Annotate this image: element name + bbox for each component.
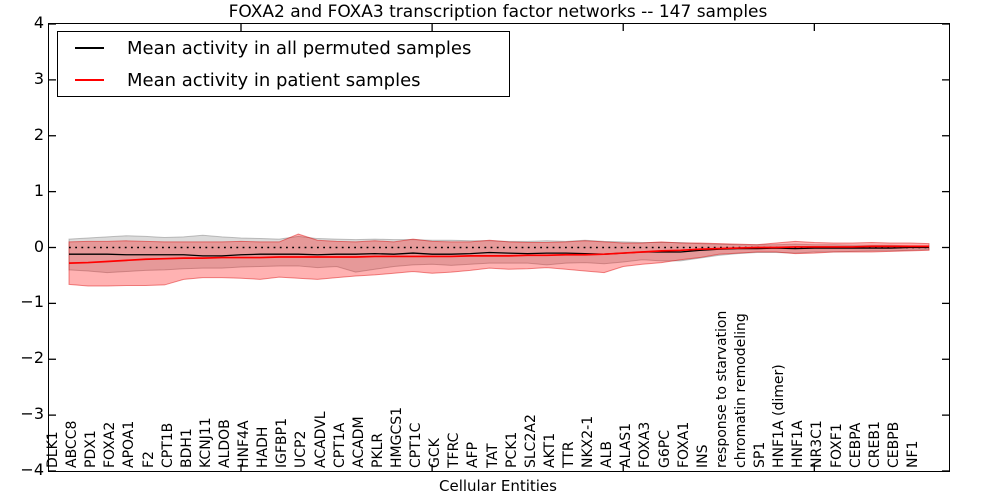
x-tick-label: INS xyxy=(694,444,711,469)
y-tick-label: 2 xyxy=(33,124,44,144)
band-permuted xyxy=(68,234,930,274)
x-tick-label: ALDOB xyxy=(217,419,233,468)
x-tick-label: PKLR xyxy=(369,432,386,468)
x-tick-label: ACADM xyxy=(350,416,367,468)
x-tick-label: APOA1 xyxy=(121,420,138,468)
x-tick-label: ALAS1 xyxy=(618,422,635,468)
x-tick-label: ABCC8 xyxy=(64,420,81,468)
legend-label: Mean activity in all permuted samples xyxy=(127,37,472,59)
x-tick-label: TFRC xyxy=(446,432,463,468)
x-tick-label: response to starvation xyxy=(713,310,730,468)
x-tick-label: FOXA2 xyxy=(102,421,119,468)
x-tick-label: AKT1 xyxy=(541,432,558,468)
x-tick-label: HNF1A xyxy=(790,420,807,468)
x-tick-label: ALB xyxy=(599,441,616,468)
x-tick-label: IGFBP1 xyxy=(274,418,291,468)
x-tick-label: F2 xyxy=(140,451,157,468)
x-tick-label: UCP2 xyxy=(293,430,310,468)
chart-title: FOXA2 and FOXA3 transcription factor net… xyxy=(228,2,768,22)
x-tick-label: HMGCS1 xyxy=(389,406,405,468)
plot-area xyxy=(48,23,950,472)
legend-line-swatch-black xyxy=(75,47,104,49)
x-tick-label: NKX2-1 xyxy=(580,415,597,468)
x-tick-label: KCNJ11 xyxy=(197,417,214,468)
y-tick-label: −3 xyxy=(20,404,44,424)
x-tick-label: TTR xyxy=(561,441,577,468)
legend: Mean activity in all permuted samples Me… xyxy=(57,31,510,97)
y-tick-label: −2 xyxy=(20,348,44,368)
x-tick-label: SP1 xyxy=(752,441,769,468)
x-tick-label: AFP xyxy=(465,441,482,468)
x-tick-label: SLC2A2 xyxy=(522,414,539,468)
x-tick-label: GCK xyxy=(427,438,444,468)
x-tick-label: CEBPB xyxy=(885,421,902,468)
line-permuted-mean xyxy=(69,246,929,257)
legend-entry-patient: Mean activity in patient samples xyxy=(58,70,509,91)
y-tick-label: 0 xyxy=(33,236,44,256)
y-tick-label: −4 xyxy=(20,460,44,479)
x-tick-label: DLK1 xyxy=(45,431,61,468)
line-patient-mean xyxy=(68,245,929,264)
legend-label: Mean activity in patient samples xyxy=(127,69,421,91)
x-tick-label: CPT1B xyxy=(159,422,176,468)
x-tick-label: CPT1C xyxy=(408,422,425,468)
x-tick-label: FOXA1 xyxy=(675,421,692,468)
y-tick-label: 4 xyxy=(33,13,44,32)
x-tick-label: G6PC xyxy=(656,430,673,468)
y-tick-label: 1 xyxy=(33,180,44,200)
x-tick-label: NF1 xyxy=(905,440,921,468)
x-tick-label: HNF4A xyxy=(236,420,253,468)
x-axis-label: Cellular Entities xyxy=(439,477,557,495)
y-tick-label: −1 xyxy=(20,292,44,312)
legend-entry-permuted: Mean activity in all permuted samples xyxy=(58,38,509,59)
x-tick-label: chromatin remodeling xyxy=(733,313,749,468)
legend-line-swatch-red xyxy=(75,79,104,81)
x-tick-label: CPT1A xyxy=(331,422,348,468)
x-tick-label: HNF1A (dimer) xyxy=(771,364,788,468)
x-tick-label: ACADVL xyxy=(312,411,329,468)
plot-canvas xyxy=(49,24,949,471)
x-tick-label: TAT xyxy=(484,443,501,468)
x-tick-label: PDX1 xyxy=(83,430,100,468)
x-tick-label: CREB1 xyxy=(866,421,883,468)
x-tick-label: BDH1 xyxy=(178,428,195,468)
x-tick-label: FOXF1 xyxy=(828,423,845,468)
y-tick-label: 3 xyxy=(33,68,44,88)
axis-tick-marks xyxy=(49,24,949,471)
x-tick-label: NR3C1 xyxy=(809,420,826,468)
x-tick-label: CEBPA xyxy=(847,422,864,468)
x-tick-label: FOXA3 xyxy=(637,421,654,468)
band-patient xyxy=(68,233,930,287)
x-tick-label: HADH xyxy=(255,426,272,468)
x-tick-label: PCK1 xyxy=(503,431,520,468)
